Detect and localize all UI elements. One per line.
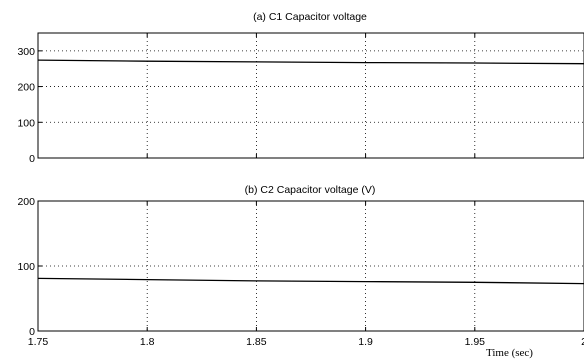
y-tick-label: 300 (17, 46, 35, 58)
y-tick-label: 0 (29, 153, 35, 165)
chart-title-c2: (b) C2 Capacitor voltage (V) (245, 184, 376, 196)
y-tick-label: 200 (17, 82, 35, 94)
chart-title-c1: (a) C1 Capacitor voltage (253, 11, 367, 23)
y-tick-label: 100 (17, 261, 35, 273)
panel-c1-capacitor-voltage: (a) C1 Capacitor voltage 0 100 200 300 (17, 11, 584, 165)
y-tick-label: 100 (17, 117, 35, 129)
y-tick-label: 200 (17, 196, 35, 208)
plot-area (37, 32, 584, 159)
panel-c2-capacitor-voltage: (b) C2 Capacitor voltage (V) Time (sec) … (17, 184, 584, 359)
x-axis-label: Time (sec) (486, 347, 533, 359)
series-line (37, 277, 584, 285)
x-tick-label: 1.8 (140, 336, 155, 348)
x-tick-label: 1.85 (246, 336, 267, 348)
series-line (37, 59, 584, 65)
y-tick-label: 0 (29, 326, 35, 338)
x-tick-label: 2 (581, 336, 584, 348)
x-tick-label: 1.75 (28, 336, 49, 348)
x-tick-label: 1.9 (358, 336, 373, 348)
x-tick-label: 1.95 (465, 336, 486, 348)
